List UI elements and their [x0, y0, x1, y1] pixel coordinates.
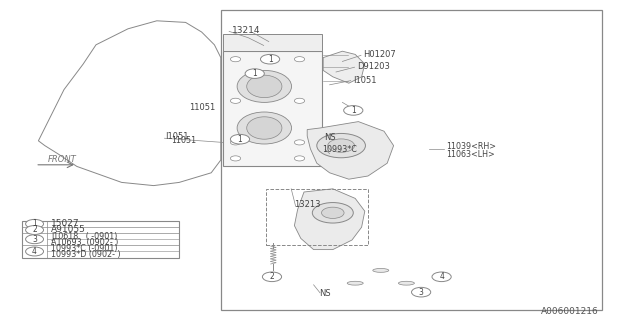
Text: 13213: 13213: [294, 200, 321, 209]
Circle shape: [344, 106, 363, 115]
Bar: [223, 34, 322, 51]
Text: 1: 1: [237, 135, 243, 144]
Circle shape: [328, 139, 355, 152]
Circle shape: [294, 156, 305, 161]
Circle shape: [432, 272, 451, 282]
Text: 1: 1: [268, 55, 273, 64]
Circle shape: [26, 247, 44, 256]
Circle shape: [230, 134, 250, 144]
Text: 1: 1: [32, 220, 37, 228]
Polygon shape: [38, 21, 221, 186]
Bar: [221, 10, 602, 310]
Text: H01207: H01207: [364, 50, 396, 59]
Text: 11063<LH>: 11063<LH>: [446, 150, 495, 159]
Text: 13214: 13214: [232, 26, 260, 35]
Polygon shape: [294, 189, 365, 250]
Text: FRONT: FRONT: [48, 155, 77, 164]
Text: 4: 4: [32, 247, 37, 256]
Text: 15027: 15027: [51, 220, 80, 228]
Polygon shape: [307, 122, 394, 179]
Circle shape: [260, 54, 280, 64]
Text: NS: NS: [319, 289, 330, 298]
Text: D91203: D91203: [357, 62, 390, 71]
Text: 11039<RH>: 11039<RH>: [446, 142, 496, 151]
Ellipse shape: [237, 70, 292, 102]
Circle shape: [317, 133, 365, 158]
Text: 2: 2: [32, 226, 37, 235]
Circle shape: [294, 140, 305, 145]
Bar: [22, 221, 179, 258]
Text: I1051: I1051: [353, 76, 377, 85]
Circle shape: [312, 203, 353, 223]
Text: 3: 3: [32, 235, 37, 244]
Bar: [223, 51, 322, 166]
Circle shape: [230, 156, 241, 161]
Circle shape: [245, 69, 264, 78]
Bar: [266, 189, 368, 245]
Circle shape: [294, 98, 305, 103]
Circle shape: [230, 98, 241, 103]
Polygon shape: [323, 51, 365, 83]
Ellipse shape: [348, 281, 364, 285]
Circle shape: [294, 57, 305, 62]
Ellipse shape: [247, 75, 282, 98]
Text: 11051: 11051: [172, 136, 196, 145]
Ellipse shape: [237, 112, 292, 144]
Circle shape: [412, 287, 431, 297]
Text: 11051: 11051: [189, 103, 215, 112]
Text: 2: 2: [269, 272, 275, 281]
Text: 10993*C (-0901): 10993*C (-0901): [51, 244, 118, 253]
Ellipse shape: [247, 117, 282, 139]
Text: 3: 3: [419, 288, 424, 297]
Text: A91055: A91055: [51, 226, 86, 235]
Text: 10993*D (0902- ): 10993*D (0902- ): [51, 250, 121, 259]
Text: 10993*C: 10993*C: [322, 145, 356, 154]
Circle shape: [262, 272, 282, 282]
Text: 1: 1: [252, 69, 257, 78]
Ellipse shape: [398, 281, 415, 285]
Text: J10618   ( -0901): J10618 ( -0901): [51, 232, 118, 241]
Text: I1051: I1051: [165, 132, 189, 141]
Circle shape: [26, 220, 44, 228]
Text: A10693  (0902- ): A10693 (0902- ): [51, 238, 118, 247]
Ellipse shape: [372, 268, 388, 272]
Text: NS: NS: [324, 133, 336, 142]
Circle shape: [230, 140, 241, 145]
Text: 4: 4: [439, 272, 444, 281]
Circle shape: [26, 235, 44, 244]
Text: A006001216: A006001216: [541, 308, 598, 316]
Circle shape: [321, 207, 344, 219]
Text: 1: 1: [351, 106, 356, 115]
Circle shape: [26, 226, 44, 235]
Circle shape: [230, 57, 241, 62]
